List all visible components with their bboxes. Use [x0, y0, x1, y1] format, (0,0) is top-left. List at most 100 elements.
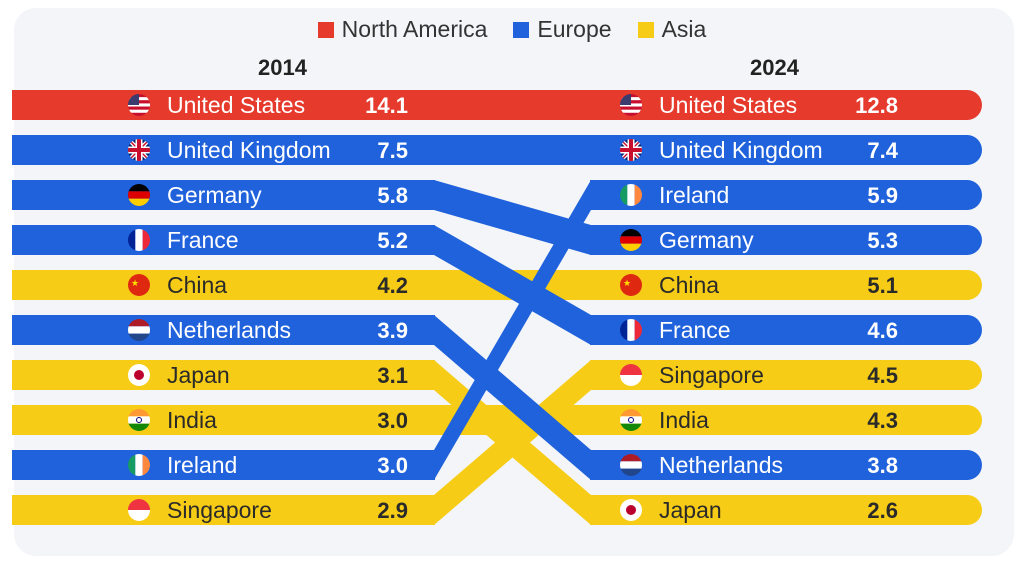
flag-stripe	[128, 198, 150, 206]
flag-body	[128, 499, 150, 521]
flag-body	[620, 94, 642, 116]
country-label: Netherlands	[167, 317, 291, 343]
bar-2014	[12, 90, 435, 120]
country-label: France	[659, 317, 731, 343]
row-2024-india: India 4.3	[620, 407, 898, 433]
flag-uk-icon	[128, 139, 150, 161]
flag-body: ★	[620, 274, 642, 296]
flag-body	[128, 454, 150, 476]
country-label: Japan	[659, 497, 722, 523]
country-label: Germany	[167, 182, 262, 208]
row-2014-france: France 5.2	[128, 227, 408, 253]
flag-stripe	[620, 461, 642, 469]
flag-stripe	[620, 94, 631, 105]
flag-stripe	[620, 364, 642, 375]
row-2014-japan: Japan 3.1	[128, 362, 408, 388]
connector-band	[434, 180, 591, 480]
legend-swatch	[637, 21, 654, 38]
flag-disc	[626, 505, 636, 515]
flag-body	[128, 139, 150, 161]
flag-stripe	[620, 106, 642, 110]
flag-stripe	[620, 112, 642, 116]
connector-band	[434, 360, 591, 525]
flag-disc	[134, 370, 144, 380]
flag-stripe	[620, 184, 628, 206]
bar-2014	[12, 315, 435, 345]
bar-2014	[12, 180, 435, 210]
country-label: United States	[167, 92, 305, 118]
flag-in-icon	[620, 409, 642, 431]
connector-band	[434, 225, 591, 345]
value-label: 3.1	[377, 363, 408, 388]
flag-body	[620, 319, 642, 341]
row-2014-india: India 3.0	[128, 407, 408, 433]
bar-2024	[590, 90, 982, 120]
flag-stripe	[128, 109, 150, 113]
row-2014-united-states: United States 14.1	[128, 92, 408, 118]
row-2024-china: ★ China 5.1	[620, 272, 898, 298]
flag-body	[620, 139, 642, 161]
country-label: United Kingdom	[167, 137, 331, 163]
flag-ie-icon	[128, 454, 150, 476]
flag-de-icon	[620, 229, 642, 251]
country-label: Germany	[659, 227, 754, 253]
connector-band	[434, 90, 591, 120]
flag-body	[620, 454, 642, 476]
value-label: 5.2	[377, 228, 408, 253]
value-label: 2.9	[377, 498, 408, 523]
country-label: Netherlands	[659, 452, 783, 478]
flag-body	[128, 364, 150, 386]
legend: North America Europe Asia	[0, 16, 1024, 43]
value-label: 5.3	[867, 228, 898, 253]
flag-stripe	[128, 333, 150, 341]
row-2014-ireland: Ireland 3.0	[128, 452, 408, 478]
bar-2024	[590, 495, 982, 525]
bar-2024	[590, 315, 982, 345]
series-ireland	[12, 180, 982, 480]
country-label: Singapore	[167, 497, 272, 523]
flag-body: ★	[128, 274, 150, 296]
country-label: Ireland	[659, 182, 729, 208]
value-label: 7.5	[377, 138, 408, 163]
flag-body	[620, 364, 642, 386]
bar-2024	[590, 360, 982, 390]
bar-2014	[12, 135, 435, 165]
flag-stripe	[128, 94, 139, 105]
bar-2014	[12, 225, 435, 255]
flag-uk-icon	[620, 139, 642, 161]
country-label: Singapore	[659, 362, 764, 388]
year-label-left: 2014	[258, 55, 307, 80]
flag-stripe	[135, 454, 143, 476]
flag-stripe	[620, 236, 642, 244]
flag-stripe	[128, 184, 150, 192]
flag-fr-icon	[620, 319, 642, 341]
flag-stripe	[128, 319, 150, 327]
flag-body	[128, 229, 150, 251]
legend-item-north-america: North America	[317, 16, 487, 43]
series-singapore	[12, 360, 982, 525]
flag-stripe	[142, 229, 150, 251]
bar-2024	[590, 180, 982, 210]
flag-stripe	[128, 229, 136, 251]
bar-2014	[12, 360, 435, 390]
flag-body	[620, 409, 642, 431]
value-label: 7.4	[867, 138, 898, 163]
series-united-states	[12, 90, 982, 120]
flag-stripe	[128, 499, 150, 510]
legend-swatch	[513, 21, 530, 38]
flag-cn-icon: ★	[128, 274, 150, 296]
value-label: 5.9	[867, 183, 898, 208]
flag-star: ★	[131, 278, 139, 288]
row-2014-netherlands: Netherlands 3.9	[128, 317, 408, 343]
flag-stripe	[128, 191, 150, 199]
flag-us-icon	[128, 94, 150, 116]
series-netherlands	[12, 315, 982, 480]
value-label: 3.9	[377, 318, 408, 343]
connector-band	[434, 315, 591, 480]
series-india	[12, 405, 982, 435]
flag-sg-icon	[128, 499, 150, 521]
flag-stripe	[620, 243, 642, 251]
country-label: China	[167, 272, 227, 298]
flag-body	[620, 229, 642, 251]
